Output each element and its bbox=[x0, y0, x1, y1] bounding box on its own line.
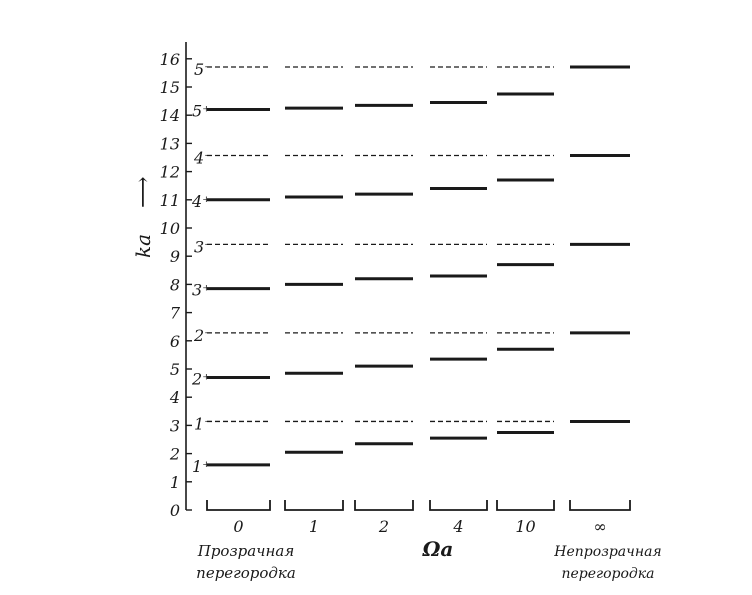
even-level-label: 2⁺ bbox=[191, 369, 211, 388]
y-tick-label: 5 bbox=[170, 360, 180, 379]
column-label: 10 bbox=[515, 517, 535, 536]
y-tick-label: 13 bbox=[160, 134, 180, 153]
odd-level-label: 2⁻ bbox=[193, 326, 213, 345]
column-bracket bbox=[429, 500, 488, 511]
y-tick-label: 16 bbox=[160, 50, 180, 69]
y-tick-label: 6 bbox=[170, 332, 180, 351]
odd-level-label: 4⁻ bbox=[193, 149, 213, 168]
y-tick-label: 9 bbox=[170, 247, 180, 266]
odd-level-label: 1⁻ bbox=[194, 414, 213, 433]
y-axis-arrow: ⟶ bbox=[131, 176, 156, 208]
odd-level-label: 5⁻ bbox=[194, 60, 213, 79]
column-bracket bbox=[354, 500, 414, 511]
column-bracket bbox=[206, 500, 271, 511]
level-labels: 1⁺ 2⁺ 3⁺ 4⁺ 5⁺ 1⁻ 2⁻ 3⁻ 4⁻ 5⁻ bbox=[191, 60, 213, 476]
column-bracket bbox=[496, 500, 555, 511]
column-bracket bbox=[284, 500, 344, 511]
y-tick-label: 14 bbox=[160, 106, 180, 125]
y-axis-label: ka bbox=[131, 234, 155, 258]
y-tick-label: 8 bbox=[170, 275, 180, 294]
even-level-label: 1⁺ bbox=[192, 457, 211, 476]
column-label: 4 bbox=[452, 517, 463, 536]
column-label: ∞ bbox=[593, 517, 606, 536]
y-tick-label: 2 bbox=[169, 445, 180, 464]
y-tick-label: 3 bbox=[170, 416, 180, 435]
energy-levels bbox=[207, 65, 630, 467]
column-label: 2 bbox=[378, 517, 389, 536]
right-caption-line2: перегородка bbox=[561, 566, 654, 582]
even-level-label: 3⁺ bbox=[192, 281, 211, 300]
even-level-label: 4⁺ bbox=[191, 192, 211, 211]
y-tick-label: 11 bbox=[160, 191, 180, 210]
y-tick-label: 4 bbox=[169, 388, 180, 407]
y-tick-label: 1 bbox=[170, 473, 180, 492]
y-tick-label: 12 bbox=[160, 163, 180, 182]
column-bracket bbox=[569, 500, 631, 511]
y-tick-label: 7 bbox=[170, 304, 181, 323]
right-caption-line1: Непрозрачная bbox=[553, 544, 661, 560]
left-caption-line2: перегородка bbox=[196, 564, 296, 582]
odd-level-label: 3⁻ bbox=[194, 237, 213, 256]
x-axis-label: Ωa bbox=[422, 537, 454, 561]
left-caption-line1: Прозрачная bbox=[197, 542, 295, 560]
column-label: 0 bbox=[233, 517, 243, 536]
y-tick-label: 15 bbox=[160, 78, 180, 97]
column-label: 1 bbox=[309, 517, 319, 536]
y-tick-label: 0 bbox=[170, 501, 180, 520]
even-level-label: 5⁺ bbox=[192, 102, 211, 121]
column-brackets: 0 1 2 4 10 ∞ bbox=[206, 500, 631, 536]
y-tick-label: 10 bbox=[160, 219, 180, 238]
